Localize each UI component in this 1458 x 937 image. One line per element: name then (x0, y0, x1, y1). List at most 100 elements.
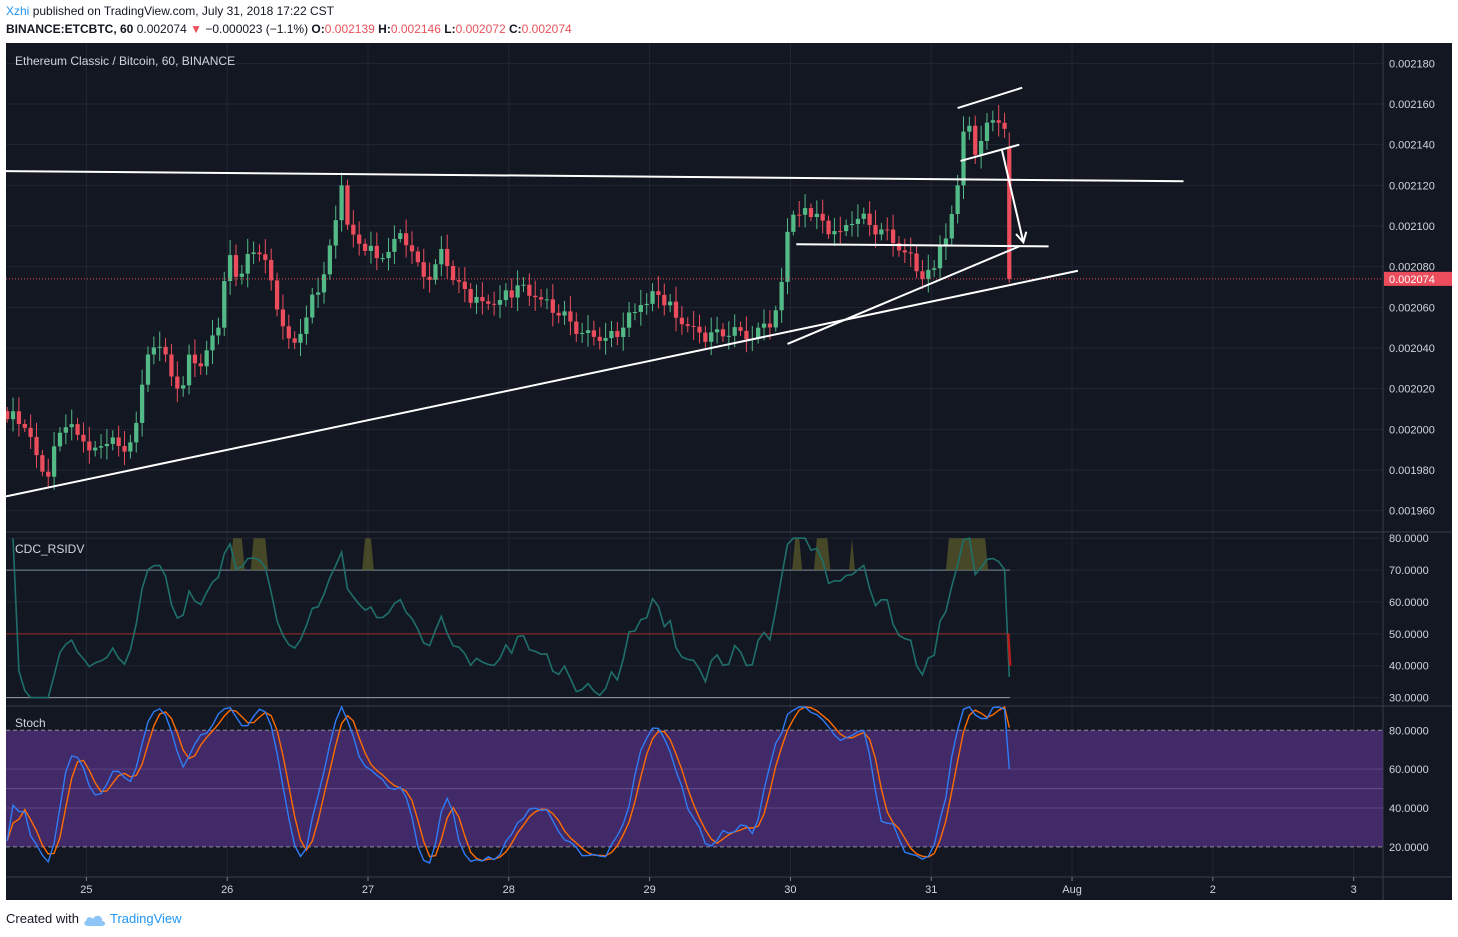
candle-down (345, 185, 350, 225)
chart-area[interactable]: 0.002074 0.002180 0.002160 0.002140 0.002120… (6, 43, 1452, 900)
rsi-axis-label: 50.0000 (1389, 629, 1429, 641)
candle-up (861, 213, 866, 219)
candle-up (392, 238, 397, 252)
price-axis-label: 0.002020 (1389, 384, 1435, 396)
candle-down (87, 441, 92, 451)
candle-up (626, 312, 632, 328)
candle-down (274, 280, 280, 310)
candle-up (327, 245, 332, 275)
candle-down (797, 214, 802, 216)
chart-canvas[interactable]: 0.002074 0.002180 0.002160 0.002140 0.002120… (6, 43, 1452, 900)
stoch-d-line (6, 706, 1010, 862)
candle-up (298, 333, 303, 343)
candle-up (380, 258, 385, 260)
candle-up (761, 323, 767, 328)
price-axis-label: 0.001980 (1389, 465, 1435, 477)
candle-up (932, 268, 937, 270)
price-axis-label: 0.002100 (1389, 221, 1435, 233)
candle-up (802, 208, 808, 215)
candle-down (257, 252, 262, 255)
candle-up (151, 347, 156, 355)
candle-up (93, 447, 98, 451)
price-axis-label: 0.002080 (1389, 262, 1435, 274)
price-axis-label: 0.002120 (1389, 180, 1435, 192)
tradingview-link[interactable]: TradingView (110, 911, 182, 926)
rsi-overbought-fill (792, 538, 803, 571)
candle-up (333, 220, 338, 246)
trendline (796, 243, 1049, 248)
candle-down (16, 411, 22, 424)
published-text: published on TradingView.com, July 31, 2… (32, 4, 334, 18)
candle-down (492, 303, 497, 305)
candle-up (544, 299, 550, 301)
candle-down (538, 297, 544, 300)
candle-down (456, 280, 462, 282)
candle-down (6, 411, 10, 420)
time-axis-label: 30 (784, 884, 796, 896)
candle-down (902, 250, 907, 253)
candle-up (650, 291, 655, 304)
candle-up (439, 248, 444, 265)
rsi-axis-label: 40.0000 (1389, 661, 1429, 673)
candle-down (468, 289, 473, 303)
candle-down (75, 424, 80, 435)
candle-down (1007, 146, 1012, 279)
stoch-axis-label: 20.0000 (1389, 842, 1429, 854)
candle-up (386, 251, 391, 259)
candle-down (697, 326, 702, 333)
candle-up (978, 140, 984, 155)
candle-down (169, 354, 174, 377)
candle-up (503, 290, 509, 301)
rsi-line (12, 537, 1011, 699)
low-label: L: (444, 22, 456, 36)
rsi-overbought-fill (813, 538, 831, 571)
time-axis-label: 3 (1351, 884, 1357, 896)
candle-down (920, 271, 925, 279)
candle-down (533, 295, 538, 298)
candle-up (603, 338, 608, 341)
price-change: −0.000023 (−1.1%) (205, 22, 309, 36)
candle-up (926, 269, 931, 279)
candle-down (415, 251, 421, 263)
candle-down (22, 423, 27, 428)
candle-down (597, 336, 602, 341)
current-price-tag (1384, 271, 1452, 286)
candle-down (409, 245, 415, 252)
candle-down (1002, 122, 1007, 129)
rsi-last-drop (1007, 633, 1012, 666)
time-axis-label: 28 (503, 884, 515, 896)
trendline (6, 170, 1184, 183)
candle-up (879, 229, 884, 235)
candle-up (51, 446, 57, 477)
time-axis-label: 27 (362, 884, 374, 896)
candle-up (773, 310, 778, 328)
candle-down (615, 331, 620, 338)
author-link[interactable]: Xzhi (6, 4, 30, 18)
high-value: 0.002146 (390, 22, 441, 36)
price-axis-label: 0.002160 (1389, 99, 1435, 111)
candle-down (673, 301, 679, 318)
candle-up (562, 311, 567, 316)
candle-up (756, 327, 761, 339)
candle-down (81, 434, 86, 442)
publish-header: Xzhi published on TradingView.com, July … (6, 4, 334, 18)
candle-down (908, 252, 913, 254)
rsi-axis-label: 60.0000 (1389, 597, 1429, 609)
candle-down (122, 446, 127, 452)
candle-up (515, 285, 520, 298)
price-axis-label: 0.002180 (1389, 58, 1435, 70)
candle-down (46, 471, 51, 477)
candle-up (943, 238, 949, 247)
candle-down (591, 330, 597, 337)
candle-up (304, 317, 309, 334)
rsi-overbought-fill (362, 538, 374, 571)
stoch-k-line (6, 705, 1010, 864)
stoch-pane-title: Stoch (15, 716, 46, 730)
candle-up (339, 185, 344, 221)
candle-up (251, 252, 256, 255)
candle-down (691, 325, 696, 327)
created-with-text: Created with (6, 911, 79, 926)
candle-up (814, 213, 819, 218)
candle-up (990, 120, 995, 123)
candle-down (286, 326, 291, 339)
